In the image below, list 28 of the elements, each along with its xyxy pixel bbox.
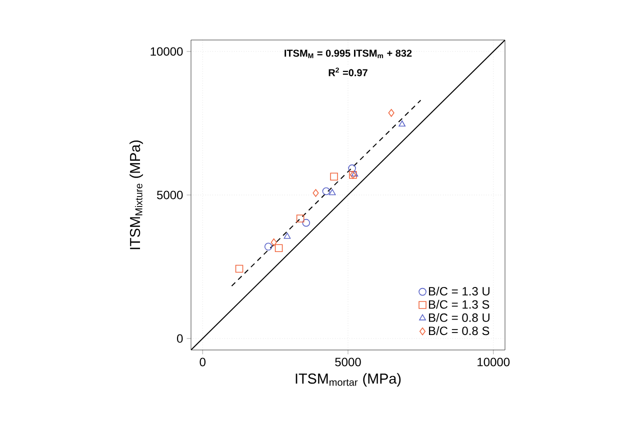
point [388,109,394,117]
legend-label: B/C = 0.8 U [429,313,490,322]
annotation: ITSM$_{M}$ = 0.995 ITSM$_{m}$ + 832 [284,50,412,58]
x-tick-label: 10000 [478,358,510,366]
point [302,218,310,227]
legend-label: B/C = 1.3 S [429,300,490,309]
point [322,187,330,196]
point [296,214,304,222]
point [398,120,406,127]
x-tick-label: 5000 [335,358,361,366]
point [312,189,319,197]
y-tick-label: 0 [177,334,183,343]
annotation: R$^{2}$ =0.97 [328,68,368,76]
x-tick-label: 0 [200,358,206,366]
x-axis-title: ITSM$_{mortar}$ (MPa) [296,373,401,387]
point [330,172,338,181]
legend-label: B/C = 0.8 S [429,326,490,336]
point [348,164,356,172]
point [284,232,291,239]
point [264,242,272,251]
point [274,244,283,252]
y-tick-label: 5000 [156,190,183,200]
y-tick-label: 10000 [150,47,183,56]
legend-label: B/C = 1.3 U [429,286,490,296]
point [235,264,244,273]
point [328,189,336,196]
point [270,238,277,246]
y-axis-title: ITSM$_{Mixture}$ (MPa) [130,140,143,250]
